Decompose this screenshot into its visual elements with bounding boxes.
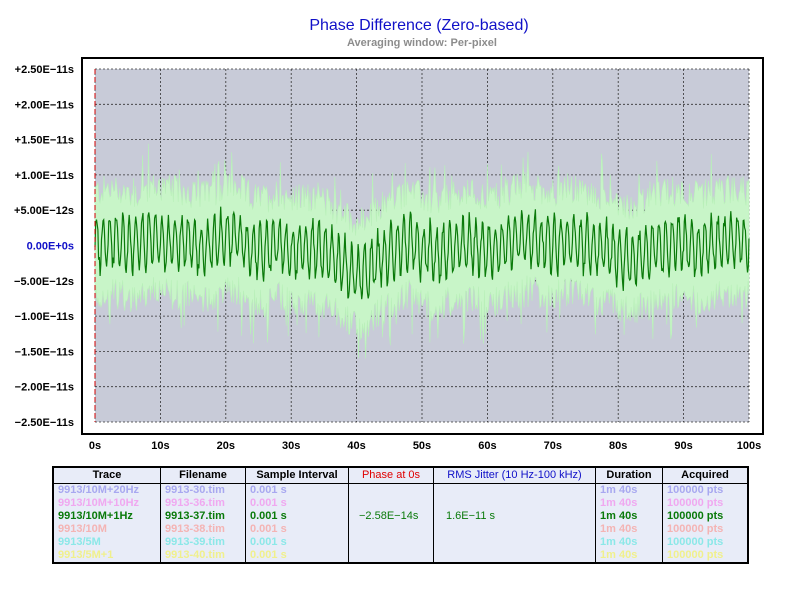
y-tick-label: +2.00E−11s <box>15 99 74 111</box>
filename: 9913-37.tim <box>160 510 246 523</box>
duration: 1m 40s <box>595 497 663 510</box>
trace-name: 9913/10M+10Hz <box>52 497 161 510</box>
rms-jitter: 1.6E−11 s <box>433 510 596 523</box>
x-tick-label: 90s <box>674 440 692 452</box>
x-tick-label: 100s <box>737 440 761 452</box>
y-tick-label: −1.50E−11s <box>15 346 74 358</box>
acquired: 100000 pts <box>662 536 749 549</box>
y-tick-label: −5.00E−12s <box>14 276 74 288</box>
trace-name: 9913/5M <box>52 536 161 549</box>
sample-interval: 0.001 s <box>245 549 349 563</box>
phase-at-0s <box>348 536 434 549</box>
acquired: 100000 pts <box>662 497 749 510</box>
rms-jitter <box>433 536 596 549</box>
filename: 9913-40.tim <box>160 549 246 563</box>
y-tick-label: 0.00E+0s <box>27 241 74 253</box>
x-tick-label: 50s <box>413 440 431 452</box>
y-tick-label: +2.50E−11s <box>15 64 74 76</box>
table-row[interactable]: 9913/10M 9913-38.tim 0.001 s 1m 40s 100000 p… <box>52 523 749 536</box>
header-acquired[interactable]: Acquired <box>662 467 749 484</box>
header-rms-jitter[interactable]: RMS Jitter (10 Hz-100 kHz) <box>433 467 596 484</box>
phase-at-0s <box>348 549 434 563</box>
y-tick-label: −1.00E−11s <box>15 311 74 323</box>
trace-name: 9913/5M+1 <box>52 549 161 563</box>
acquired: 100000 pts <box>662 549 749 563</box>
table-row[interactable]: 9913/10M+20Hz 9913-30.tim 0.001 s 1m 40s 100… <box>52 483 749 497</box>
trace-name: 9913/10M <box>52 523 161 536</box>
header-trace[interactable]: Trace <box>52 467 161 484</box>
trace-name: 9913/10M+20Hz <box>52 483 161 497</box>
rms-jitter <box>433 497 596 510</box>
filename: 9913-36.tim <box>160 497 246 510</box>
chart-subtitle: Averaging window: Per-pixel <box>347 37 497 49</box>
sample-interval: 0.001 s <box>245 483 349 497</box>
rms-jitter <box>433 549 596 563</box>
sample-interval: 0.001 s <box>245 523 349 536</box>
phase-at-0s <box>348 523 434 536</box>
y-tick-label: −2.50E−11s <box>15 417 74 429</box>
phase-at-0s: −2.58E−14s <box>348 510 434 523</box>
acquired: 100000 pts <box>662 523 749 536</box>
rms-jitter <box>433 523 596 536</box>
table-row[interactable]: 9913/5M+1 9913-40.tim 0.001 s 1m 40s 100000 … <box>52 549 749 563</box>
sample-interval: 0.001 s <box>245 497 349 510</box>
filename: 9913-39.tim <box>160 536 246 549</box>
duration: 1m 40s <box>595 510 663 523</box>
duration: 1m 40s <box>595 483 663 497</box>
table-header-row: Trace Filename Sample Interval Phase at … <box>52 467 749 484</box>
acquired: 100000 pts <box>662 483 749 497</box>
x-tick-label: 0s <box>89 440 101 452</box>
x-tick-label: 20s <box>217 440 235 452</box>
duration: 1m 40s <box>595 536 663 549</box>
y-tick-label: +1.00E−11s <box>15 170 74 182</box>
trace-name: 9913/10M+1Hz <box>52 510 161 523</box>
table-row[interactable]: 9913/5M 9913-39.tim 0.001 s 1m 40s 100000 pt… <box>52 536 749 549</box>
y-tick-label: +1.50E−11s <box>15 135 74 147</box>
duration: 1m 40s <box>595 549 663 563</box>
chart-title: Phase Difference (Zero-based) <box>309 17 529 34</box>
sample-interval: 0.001 s <box>245 536 349 549</box>
header-sample-interval[interactable]: Sample Interval <box>245 467 349 484</box>
x-tick-label: 30s <box>282 440 300 452</box>
filename: 9913-38.tim <box>160 523 246 536</box>
series-line-9913-10m-1hz <box>94 206 750 300</box>
x-tick-label: 70s <box>544 440 562 452</box>
trace-table: Trace Filename Sample Interval Phase at … <box>52 466 749 564</box>
x-tick-label: 80s <box>609 440 627 452</box>
phase-difference-chart: +2.50E−11s +2.00E−11s +1.50E−11s +1.00E−11s… <box>14 57 764 452</box>
x-tick-label: 60s <box>478 440 496 452</box>
header-duration[interactable]: Duration <box>595 467 663 484</box>
duration: 1m 40s <box>595 523 663 536</box>
phase-at-0s <box>348 483 434 497</box>
sample-interval: 0.001 s <box>245 510 349 523</box>
table-row[interactable]: 9913/10M+10Hz 9913-36.tim 0.001 s 1m 40s 100… <box>52 497 749 510</box>
filename: 9913-30.tim <box>160 483 246 497</box>
rms-jitter <box>433 483 596 497</box>
table-row[interactable]: 9913/10M+1Hz 9913-37.tim 0.001 s −2.58E−14s… <box>52 510 749 523</box>
y-tick-label: +5.00E−12s <box>14 205 74 217</box>
acquired: 100000 pts <box>662 510 749 523</box>
x-tick-label: 40s <box>347 440 365 452</box>
header-filename[interactable]: Filename <box>160 467 246 484</box>
header-phase-at-0s[interactable]: Phase at 0s <box>348 467 434 484</box>
phase-at-0s <box>348 497 434 510</box>
x-tick-label: 10s <box>151 440 169 452</box>
y-tick-label: −2.00E−11s <box>15 382 74 394</box>
